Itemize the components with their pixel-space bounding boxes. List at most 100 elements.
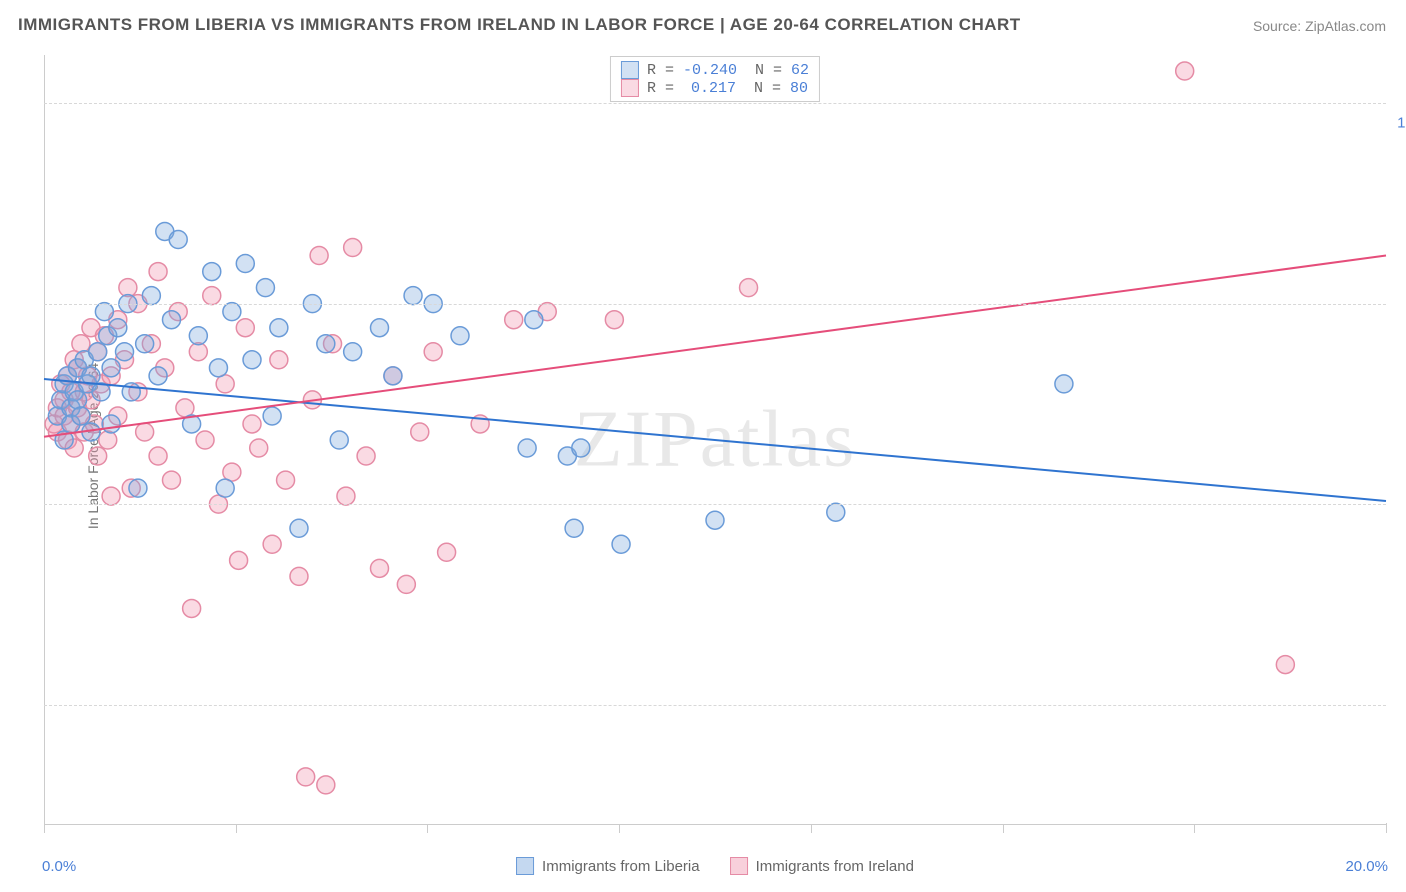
scatter-point-liberia [256, 279, 274, 297]
gridline-h [44, 705, 1386, 706]
scatter-point-liberia [451, 327, 469, 345]
trend-line-ireland [44, 256, 1386, 437]
scatter-point-liberia [162, 311, 180, 329]
scatter-point-liberia [1055, 375, 1073, 393]
scatter-point-ireland [162, 471, 180, 489]
scatter-point-liberia [223, 303, 241, 321]
scatter-point-ireland [505, 311, 523, 329]
scatter-point-ireland [136, 423, 154, 441]
scatter-point-liberia [69, 391, 87, 409]
trend-line-liberia [44, 379, 1386, 501]
scatter-point-liberia [216, 479, 234, 497]
scatter-point-ireland [89, 447, 107, 465]
scatter-point-liberia [384, 367, 402, 385]
y-tick-label: 100.0% [1397, 115, 1406, 132]
scatter-point-ireland [411, 423, 429, 441]
scatter-point-liberia [102, 415, 120, 433]
scatter-point-liberia [102, 359, 120, 377]
scatter-point-ireland [102, 487, 120, 505]
scatter-point-ireland [230, 551, 248, 569]
x-tick [811, 825, 812, 833]
scatter-point-ireland [72, 335, 90, 353]
scatter-point-liberia [290, 519, 308, 537]
x-tick [44, 823, 45, 833]
scatter-point-liberia [136, 335, 154, 353]
scatter-point-ireland [297, 768, 315, 786]
scatter-point-ireland [397, 575, 415, 593]
correlation-legend: R = -0.240 N = 62 R = 0.217 N = 80 [610, 56, 820, 102]
swatch-ireland [621, 79, 639, 97]
x-tick [619, 825, 620, 833]
r-value-ireland: 0.217 [683, 80, 736, 97]
scatter-point-liberia [263, 407, 281, 425]
scatter-point-ireland [149, 447, 167, 465]
scatter-point-ireland [371, 559, 389, 577]
scatter-point-liberia [827, 503, 845, 521]
gridline-h [44, 103, 1386, 104]
legend-item-liberia: Immigrants from Liberia [516, 857, 700, 875]
scatter-point-ireland [243, 415, 261, 433]
legend-item-ireland: Immigrants from Ireland [730, 857, 914, 875]
x-tick-min: 0.0% [42, 858, 76, 875]
gridline-h [44, 504, 1386, 505]
scatter-point-ireland [183, 599, 201, 617]
x-tick [1003, 825, 1004, 833]
scatter-point-liberia [109, 319, 127, 337]
chart-container: IMMIGRANTS FROM LIBERIA VS IMMIGRANTS FR… [0, 0, 1406, 892]
n-value-ireland: 80 [790, 80, 808, 97]
scatter-point-liberia [129, 479, 147, 497]
scatter-point-liberia [330, 431, 348, 449]
source-attribution: Source: ZipAtlas.com [1253, 18, 1386, 34]
scatter-point-liberia [565, 519, 583, 537]
x-tick [1386, 823, 1387, 833]
scatter-point-ireland [196, 431, 214, 449]
scatter-point-ireland [250, 439, 268, 457]
scatter-point-ireland [344, 239, 362, 257]
scatter-point-ireland [424, 343, 442, 361]
chart-title: IMMIGRANTS FROM LIBERIA VS IMMIGRANTS FR… [18, 15, 1021, 35]
scatter-point-ireland [216, 375, 234, 393]
scatter-point-ireland [277, 471, 295, 489]
scatter-point-liberia [518, 439, 536, 457]
scatter-point-ireland [290, 567, 308, 585]
swatch-liberia [621, 61, 639, 79]
scatter-point-liberia [116, 343, 134, 361]
scatter-point-liberia [95, 303, 113, 321]
series-legend: Immigrants from Liberia Immigrants from … [516, 857, 914, 875]
scatter-point-liberia [149, 367, 167, 385]
scatter-point-ireland [236, 319, 254, 337]
scatter-point-liberia [203, 263, 221, 281]
scatter-point-ireland [317, 776, 335, 794]
scatter-point-ireland [605, 311, 623, 329]
scatter-point-liberia [89, 343, 107, 361]
scatter-point-ireland [1176, 62, 1194, 80]
legend-swatch-ireland [730, 857, 748, 875]
x-tick [236, 825, 237, 833]
scatter-point-liberia [236, 255, 254, 273]
gridline-h [44, 304, 1386, 305]
scatter-point-liberia [72, 407, 90, 425]
scatter-point-liberia [572, 439, 590, 457]
scatter-point-liberia [189, 327, 207, 345]
scatter-point-ireland [310, 247, 328, 265]
scatter-point-ireland [1276, 656, 1294, 674]
scatter-point-liberia [142, 287, 160, 305]
scatter-point-ireland [357, 447, 375, 465]
x-tick [427, 825, 428, 833]
scatter-point-ireland [223, 463, 241, 481]
legend-label-liberia: Immigrants from Liberia [542, 858, 700, 875]
scatter-point-liberia [404, 287, 422, 305]
n-value-liberia: 62 [791, 62, 809, 79]
scatter-point-liberia [270, 319, 288, 337]
scatter-point-ireland [270, 351, 288, 369]
scatter-point-liberia [525, 311, 543, 329]
scatter-point-liberia [317, 335, 335, 353]
scatter-point-ireland [438, 543, 456, 561]
scatter-point-ireland [337, 487, 355, 505]
correlation-row-liberia: R = -0.240 N = 62 [621, 61, 809, 79]
scatter-point-ireland [203, 287, 221, 305]
scatter-point-liberia [706, 511, 724, 529]
scatter-point-liberia [344, 343, 362, 361]
scatter-point-liberia [209, 359, 227, 377]
scatter-point-liberia [169, 230, 187, 248]
